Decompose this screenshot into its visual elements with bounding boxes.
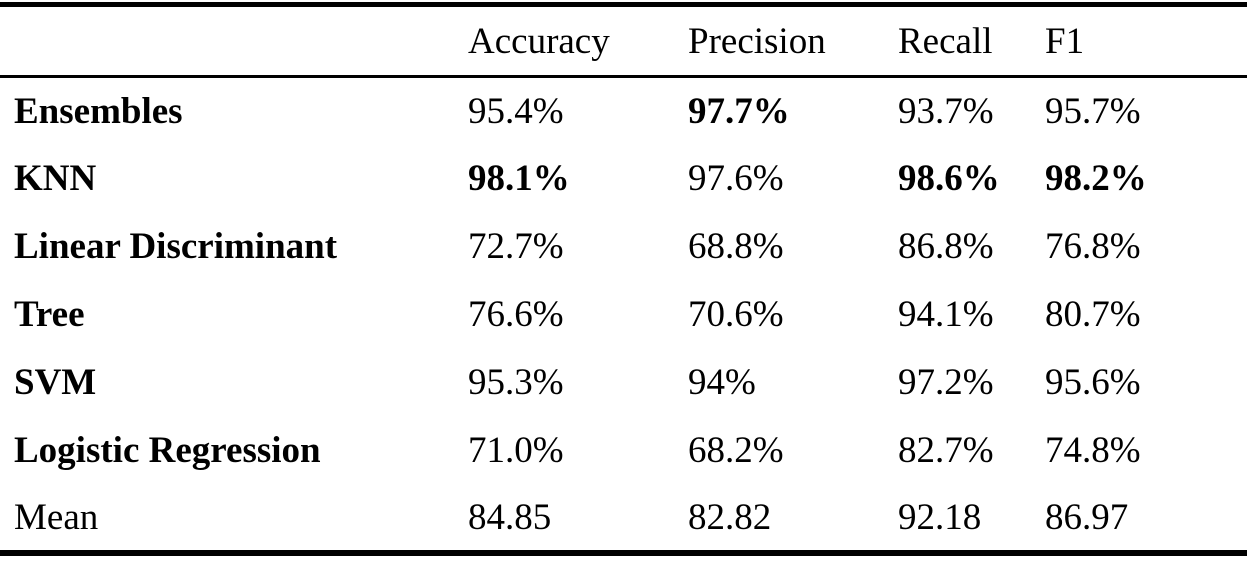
metric-cell: 72.7% (468, 226, 564, 267)
metric-cell: 98.2% (1045, 158, 1147, 199)
row-label: Tree (14, 294, 85, 335)
column-header-precision: Precision (688, 4, 898, 78)
row-label: Ensembles (14, 90, 183, 132)
metric-cell: 86.8% (898, 226, 994, 267)
metric-cell: 97.6% (688, 158, 784, 199)
metric-cell: 97.2% (898, 362, 994, 403)
row-label: Logistic Regression (14, 430, 321, 471)
metric-cell: 95.7% (1045, 90, 1141, 132)
metric-cell: 95.4% (468, 90, 564, 132)
metric-cell: 93.7% (898, 90, 994, 132)
metric-cell: 95.3% (468, 362, 564, 403)
table-row: Logistic Regression 71.0% 68.2% 82.7% 74.8% (0, 417, 1247, 485)
header-row: Accuracy Precision Recall F1 (0, 4, 1247, 78)
metric-cell: 80.7% (1045, 294, 1141, 335)
table-row: Tree 76.6% 70.6% 94.1% 80.7% (0, 281, 1247, 349)
metric-cell: 68.8% (688, 226, 784, 267)
row-label-column-header (0, 4, 468, 78)
classifier-metrics-table: Accuracy Precision Recall F1 Ensembles 95.4%… (0, 2, 1247, 556)
column-header-accuracy: Accuracy (468, 4, 688, 78)
metric-cell: 84.85 (468, 496, 552, 538)
table-header: Accuracy Precision Recall F1 (0, 4, 1247, 78)
table-body: Ensembles 95.4% 97.7% 93.7% 95.7% KNN 98.1% 97.… (0, 77, 1247, 553)
metric-cell: 95.6% (1045, 362, 1141, 403)
metric-cell: 98.1% (468, 158, 570, 199)
metric-cell: 92.18 (898, 496, 982, 538)
metric-cell: 94% (688, 362, 756, 403)
metric-cell: 97.7% (688, 90, 790, 132)
metric-cell: 70.6% (688, 294, 784, 335)
row-label: SVM (14, 362, 97, 403)
metric-cell: 82.7% (898, 430, 994, 471)
table-row: Ensembles 95.4% 97.7% 93.7% 95.7% (0, 77, 1247, 145)
metric-cell: 82.82 (688, 496, 772, 538)
row-label: KNN (14, 158, 97, 199)
metric-cell: 74.8% (1045, 430, 1141, 471)
metric-cell: 76.6% (468, 294, 564, 335)
metric-cell: 76.8% (1045, 226, 1141, 267)
table-row: SVM 95.3% 94% 97.2% 95.6% (0, 349, 1247, 417)
metric-cell: 68.2% (688, 430, 784, 471)
table-row: Linear Discriminant 72.7% 68.8% 86.8% 76.8% (0, 213, 1247, 281)
row-label: Mean (14, 496, 99, 538)
column-header-f1: F1 (1045, 4, 1247, 78)
metric-cell: 94.1% (898, 294, 994, 335)
metric-cell: 98.6% (898, 158, 1000, 199)
metric-cell: 86.97 (1045, 496, 1129, 538)
table-row: Mean 84.85 82.82 92.18 86.97 (0, 485, 1247, 553)
column-header-recall: Recall (898, 4, 1045, 78)
row-label: Linear Discriminant (14, 226, 338, 267)
table-row: KNN 98.1% 97.6% 98.6% 98.2% (0, 145, 1247, 213)
metric-cell: 71.0% (468, 430, 564, 471)
